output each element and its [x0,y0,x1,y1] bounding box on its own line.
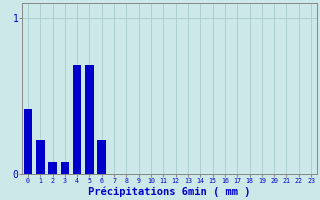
Bar [48,162,57,174]
Bar [36,140,44,174]
Bar [73,65,82,174]
Bar [60,162,69,174]
Bar [98,140,106,174]
Bar [85,65,94,174]
X-axis label: Précipitations 6min ( mm ): Précipitations 6min ( mm ) [88,187,251,197]
Bar [24,109,32,174]
